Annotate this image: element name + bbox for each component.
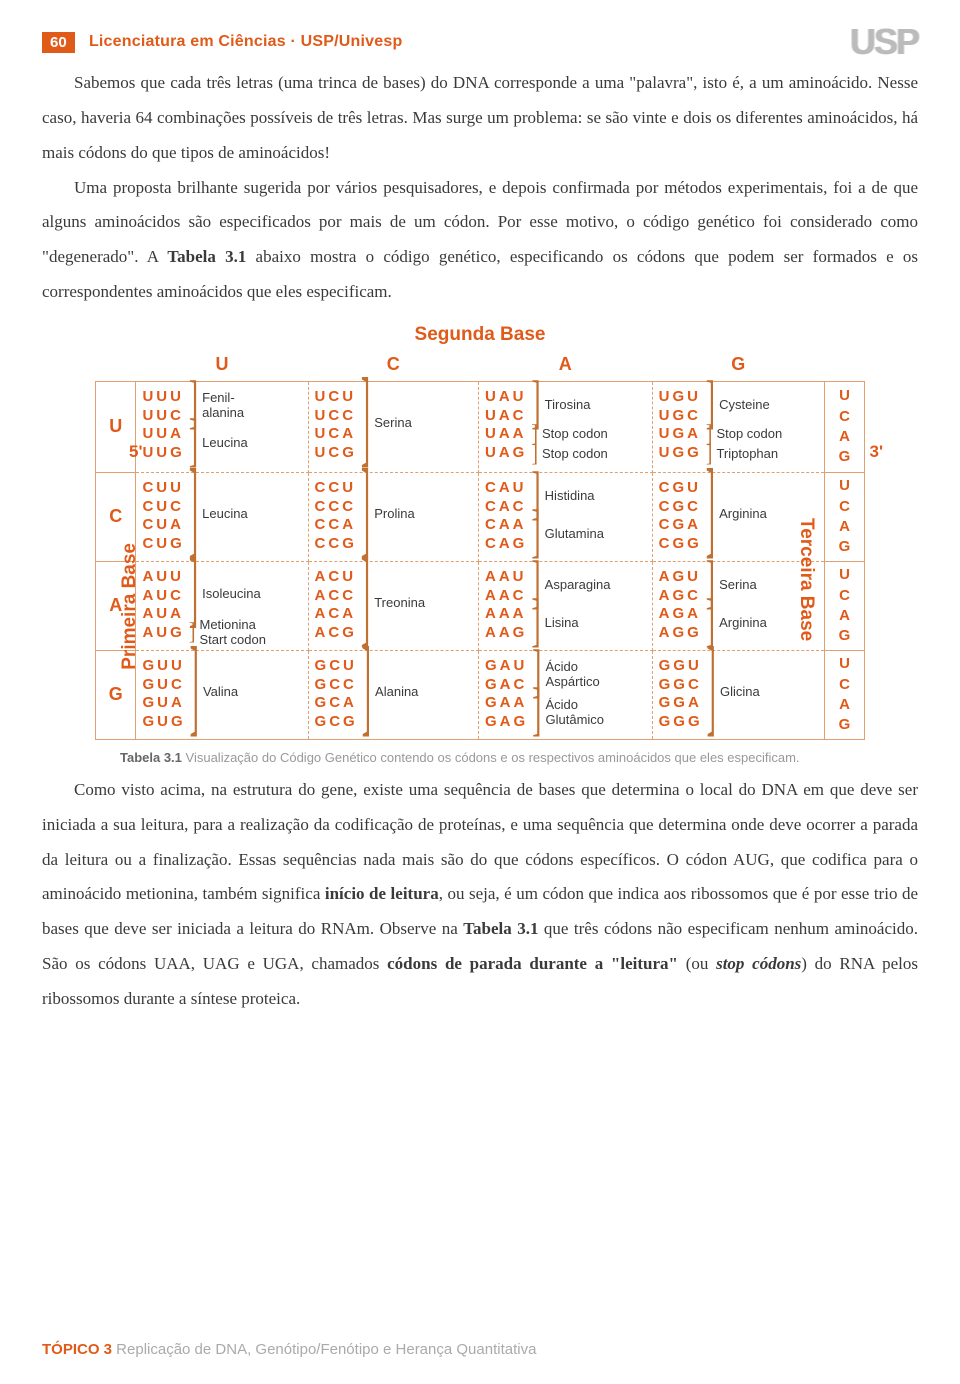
- cell-CC: CCUCCCCCACCG]Prolina: [308, 472, 478, 561]
- genetic-code-table: Segunda Base Primeira Base Terceira Base…: [95, 324, 865, 740]
- cell-AA: AAUAACAAAAAG]Asparagina]Lisina: [479, 561, 653, 650]
- cell-CU: CUUCUCCUACUG]Leucina: [136, 472, 308, 561]
- p3-d: Tabela 3.1: [463, 919, 538, 938]
- cell-UC: UCUUCCUCAUCG]Serina: [308, 381, 478, 472]
- label-first-base: Primeira Base: [119, 543, 141, 670]
- page-footer: TÓPICO 3 Replicação de DNA, Genótipo/Fen…: [42, 1341, 536, 1358]
- p3-g: (ou: [678, 954, 716, 973]
- p3-f: códons de parada durante a "leitura": [387, 954, 678, 973]
- course-title: Licenciatura em Ciências · USP/Univesp: [89, 33, 403, 50]
- col-G: G: [652, 350, 824, 382]
- paragraph-3: Como visto acima, na estrutura do gene, …: [42, 773, 918, 1017]
- paragraph-2: Uma proposta brilhante sugerida por vári…: [42, 171, 918, 310]
- label-second-base: Segunda Base: [95, 324, 865, 346]
- col-U: U: [136, 350, 308, 382]
- col-header-row: U C A G: [96, 350, 865, 382]
- cell-UU: UUUUUCUUAUUG]Fenil- alanina]Leucina: [136, 381, 308, 472]
- label-third-base: Terceira Base: [795, 518, 817, 641]
- row-C: C CUUCUCCUACUG]Leucina CCUCCCCCACCG]Prol…: [96, 472, 865, 561]
- paragraph-1: Sabemos que cada três letras (uma trinca…: [42, 66, 918, 171]
- body-text-top: Sabemos que cada três letras (uma trinca…: [42, 66, 918, 310]
- col-A: A: [479, 350, 653, 382]
- page-number: 60: [42, 32, 75, 53]
- header-left: 60 Licenciatura em Ciências · USP/Unives…: [42, 31, 402, 53]
- col-C: C: [308, 350, 478, 382]
- third-C: UCAG: [824, 472, 864, 561]
- p2-ref: Tabela 3.1: [167, 247, 246, 266]
- label-3-prime: 3': [870, 442, 884, 462]
- footer-topico: TÓPICO 3: [42, 1341, 112, 1358]
- usp-logo: USP: [850, 24, 918, 60]
- row-A: A AUUAUCAUAAUG]Isoleucina]Metionina Star…: [96, 561, 865, 650]
- third-U: UCAG: [824, 381, 864, 472]
- cell-AU: AUUAUCAUAAUG]Isoleucina]Metionina Start …: [136, 561, 308, 650]
- page-header: 60 Licenciatura em Ciências · USP/Unives…: [42, 24, 918, 60]
- third-G: UCAG: [824, 650, 864, 739]
- cell-GC: GCUGCCGCAGCG]Alanina: [308, 650, 478, 739]
- codon-table: U C A G U UUUUUCUUAUUG]Fenil- alanina]Le…: [95, 350, 865, 740]
- label-5-prime: 5': [129, 442, 143, 462]
- body-text-bottom: Como visto acima, na estrutura do gene, …: [42, 773, 918, 1017]
- caption-rest: Visualização do Código Genético contendo…: [182, 750, 800, 765]
- cell-GA: GAUGACGAAGAG]Ácido Aspártico]Ácido Glutâ…: [479, 650, 653, 739]
- p3-h: stop códons: [716, 954, 801, 973]
- p3-b: início de leitura: [325, 884, 439, 903]
- cell-GG: GGUGGCGGAGGG]Glicina: [652, 650, 824, 739]
- caption-bold: Tabela 3.1: [120, 750, 182, 765]
- cell-UA: UAUUACUAAUAG]Tirosina]Stop codon]Stop co…: [479, 381, 653, 472]
- third-A: UCAG: [824, 561, 864, 650]
- cell-AC: ACUACCACAACG]Treonina: [308, 561, 478, 650]
- cell-GU: GUUGUCGUAGUG]Valina: [136, 650, 308, 739]
- cell-CA: CAUCACCAACAG]Histidina]Glutamina: [479, 472, 653, 561]
- row-G: G GUUGUCGUAGUG]Valina GCUGCCGCAGCG]Alani…: [96, 650, 865, 739]
- table-caption: Tabela 3.1 Visualização do Código Genéti…: [120, 750, 918, 765]
- row-U: U UUUUUCUUAUUG]Fenil- alanina]Leucina UC…: [96, 381, 865, 472]
- footer-rest: Replicação de DNA, Genótipo/Fenótipo e H…: [112, 1341, 536, 1358]
- cell-UG: UGUUGCUGAUGG]Cysteine]Stop codon]Triptop…: [652, 381, 824, 472]
